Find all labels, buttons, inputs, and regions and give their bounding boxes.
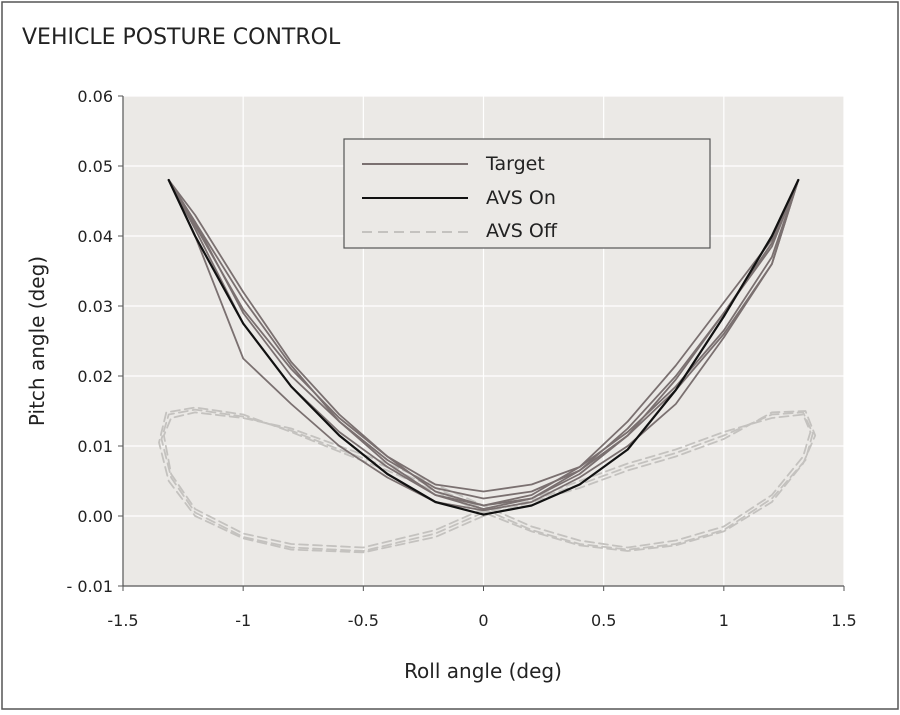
axes: - 0.01 0.00 0.01 0.02 0.03 0.04 0.05 0.06 -1.5 -1… — [67, 87, 857, 630]
x-tick-label: 1.5 — [831, 611, 856, 630]
series-line-avs-off-2 — [158, 406, 817, 554]
y-tick-label: 0.06 — [77, 87, 113, 106]
legend-label-avs-on: AVS On — [486, 187, 556, 209]
y-tick-label: 0.04 — [77, 227, 113, 246]
x-tick-label: 1 — [719, 611, 729, 630]
legend-label-target: Target — [485, 153, 545, 175]
x-axis-label: Roll angle (deg) — [404, 659, 562, 683]
series-lines — [158, 178, 817, 554]
series-line-target-2 — [167, 179, 800, 493]
y-axis-label: Pitch angle (deg) — [25, 256, 49, 426]
chart-title: VEHICLE POSTURE CONTROL — [22, 25, 341, 50]
series-line-target-5 — [167, 179, 800, 510]
x-tick-label: -1.5 — [107, 611, 138, 630]
series-line-target-4 — [167, 179, 800, 507]
series-line-avs-on-0 — [167, 178, 800, 516]
x-tick-label: 0.5 — [591, 611, 616, 630]
legend-box — [343, 138, 711, 249]
y-tick-label: 0.00 — [77, 507, 113, 526]
x-tick-label: -0.5 — [348, 611, 379, 630]
series-line-target-1 — [167, 179, 800, 500]
legend: Target AVS On AVS Off — [343, 138, 711, 249]
grid-lines — [122, 95, 845, 587]
y-tick-label: 0.05 — [77, 157, 113, 176]
y-tick-label: 0.01 — [77, 437, 113, 456]
y-tick-label: - 0.01 — [67, 577, 113, 596]
y-tick-label: 0.03 — [77, 297, 113, 316]
series-line-avs-off-1 — [160, 408, 814, 552]
x-tick-label: -1 — [235, 611, 251, 630]
y-tick-label: 0.02 — [77, 367, 113, 386]
legend-label-avs-off: AVS Off — [486, 220, 558, 242]
x-tick-label: 0 — [478, 611, 488, 630]
series-line-avs-off-0 — [162, 411, 812, 549]
series-line-target-0 — [167, 179, 800, 512]
